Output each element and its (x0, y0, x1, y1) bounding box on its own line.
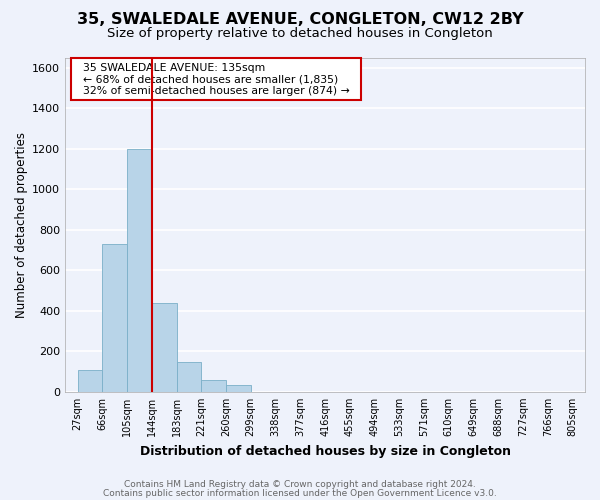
Text: Size of property relative to detached houses in Congleton: Size of property relative to detached ho… (107, 28, 493, 40)
Bar (201, 380, 226, 392)
Text: Contains HM Land Registry data © Crown copyright and database right 2024.: Contains HM Land Registry data © Crown c… (124, 480, 476, 489)
Bar (226, 384, 251, 392)
Text: 35, SWALEDALE AVENUE, CONGLETON, CW12 2BY: 35, SWALEDALE AVENUE, CONGLETON, CW12 2B… (77, 12, 523, 28)
X-axis label: Distribution of detached houses by size in Congleton: Distribution of detached houses by size … (140, 444, 511, 458)
Text: 35 SWALEDALE AVENUE: 135sqm  
  ← 68% of detached houses are smaller (1,835)  
 : 35 SWALEDALE AVENUE: 135sqm ← 68% of det… (76, 62, 356, 96)
Bar (103, 244, 127, 392)
Bar (177, 362, 201, 392)
Y-axis label: Number of detached properties: Number of detached properties (15, 132, 28, 318)
Bar (77, 370, 103, 392)
Bar (152, 302, 177, 392)
Text: Contains public sector information licensed under the Open Government Licence v3: Contains public sector information licen… (103, 488, 497, 498)
Bar (127, 148, 152, 392)
